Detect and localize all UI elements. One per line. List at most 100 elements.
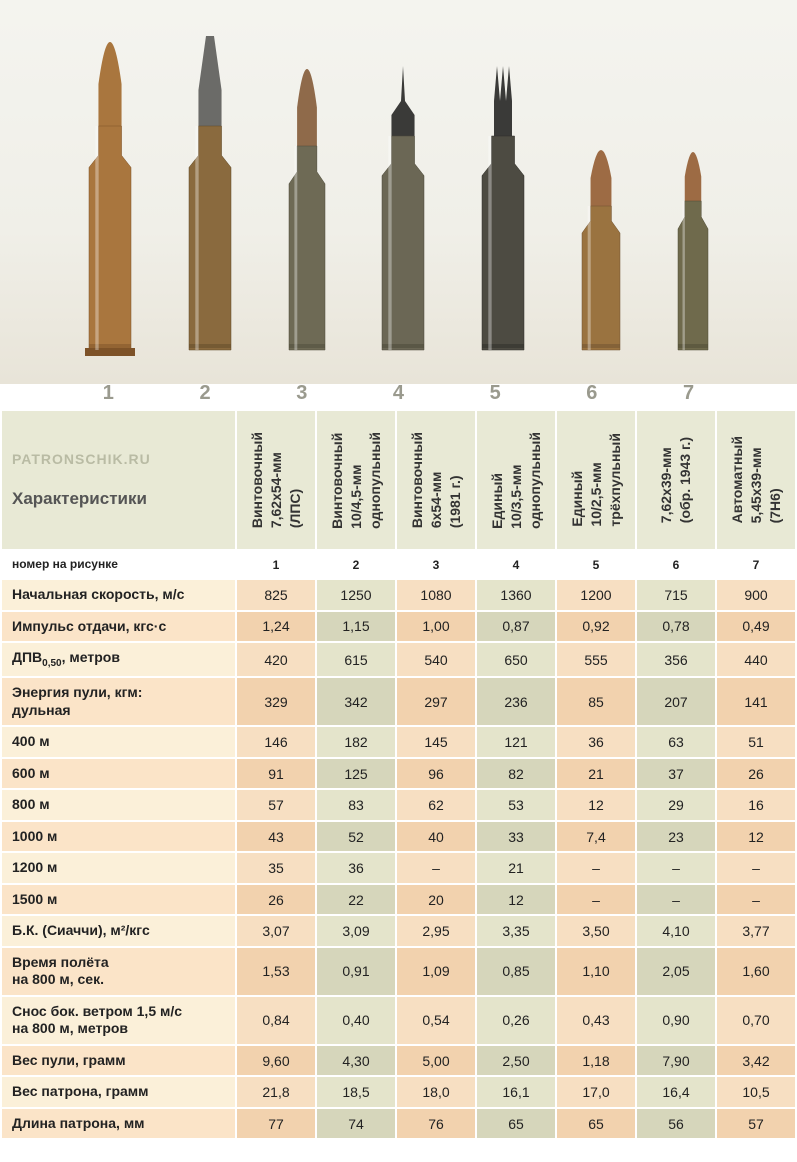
cell-value: 4,30 bbox=[316, 1045, 396, 1077]
cell-value: 63 bbox=[636, 726, 716, 758]
cell-value: 0,49 bbox=[716, 611, 796, 643]
cell-value: 0,70 bbox=[716, 996, 796, 1045]
cell-value: 145 bbox=[396, 726, 476, 758]
cell-value: – bbox=[716, 884, 796, 916]
table-row: Вес пули, грамм9,604,305,002,501,187,903… bbox=[1, 1045, 796, 1077]
column-header: Единый 10/2,5-мм трёхпульный bbox=[556, 410, 636, 550]
cartridge-illustration bbox=[478, 66, 528, 356]
table-row: Вес патрона, грамм21,818,518,016,117,016… bbox=[1, 1076, 796, 1108]
cell-value: 17,0 bbox=[556, 1076, 636, 1108]
cell-value: 62 bbox=[396, 789, 476, 821]
cell-value: 141 bbox=[716, 677, 796, 726]
cell-value: 0,54 bbox=[396, 996, 476, 1045]
column-header-text: Единый 10/2,5-мм трёхпульный bbox=[568, 433, 625, 527]
cell-value: 0,40 bbox=[316, 996, 396, 1045]
row-label: Длина патрона, мм bbox=[1, 1108, 236, 1140]
column-header-text: Винтовочный 10/4,5-мм однопульный bbox=[328, 432, 385, 529]
table-row: Время полётана 800 м, сек.1,530,911,090,… bbox=[1, 947, 796, 996]
column-header-text: 7,62х39-мм (обр. 1943 г.) bbox=[657, 437, 695, 523]
cell-value: 1360 bbox=[476, 579, 556, 611]
column-header: Единый 10/3,5-мм однопульный bbox=[476, 410, 556, 550]
cell-value: 900 bbox=[716, 579, 796, 611]
cell-value: 21,8 bbox=[236, 1076, 316, 1108]
cell-value: 33 bbox=[476, 821, 556, 853]
cell-value: 342 bbox=[316, 677, 396, 726]
table-row: ДПВ0,50, метров420615540650555356440 bbox=[1, 642, 796, 677]
cell-value: 2,05 bbox=[636, 947, 716, 996]
cell-value: 22 bbox=[316, 884, 396, 916]
table-row: 1000 м435240337,42312 bbox=[1, 821, 796, 853]
cell-value: 146 bbox=[236, 726, 316, 758]
cell-value: 1,24 bbox=[236, 611, 316, 643]
cell-value: – bbox=[636, 852, 716, 884]
cell-value: 43 bbox=[236, 821, 316, 853]
cell-value: 236 bbox=[476, 677, 556, 726]
cell-value: 1,18 bbox=[556, 1045, 636, 1077]
cell-value: – bbox=[556, 852, 636, 884]
cell-value: 650 bbox=[476, 642, 556, 677]
cell-value: 83 bbox=[316, 789, 396, 821]
cell-value: 77 bbox=[236, 1108, 316, 1140]
subheader-label: номер на рисунке bbox=[1, 550, 236, 579]
row-label: Энергия пули, кгм:дульная bbox=[1, 677, 236, 726]
cell-value: 12 bbox=[716, 821, 796, 853]
table-row: 600 м911259682213726 bbox=[1, 758, 796, 790]
cell-value: 555 bbox=[556, 642, 636, 677]
column-header: 7,62х39-мм (обр. 1943 г.) bbox=[636, 410, 716, 550]
cell-value: 51 bbox=[716, 726, 796, 758]
cell-value: 12 bbox=[476, 884, 556, 916]
row-label: Время полётана 800 м, сек. bbox=[1, 947, 236, 996]
cartridge-illustration bbox=[85, 6, 135, 356]
table-row: 1200 м3536–21––– bbox=[1, 852, 796, 884]
cell-value: 540 bbox=[396, 642, 476, 677]
cell-value: 3,35 bbox=[476, 915, 556, 947]
cell-value: 29 bbox=[636, 789, 716, 821]
cell-value: 65 bbox=[476, 1108, 556, 1140]
cartridge-illustration bbox=[378, 66, 428, 356]
row-label: Вес патрона, грамм bbox=[1, 1076, 236, 1108]
cell-value: 0,91 bbox=[316, 947, 396, 996]
cell-value: 21 bbox=[556, 758, 636, 790]
cell-value: 3,77 bbox=[716, 915, 796, 947]
cell-value: 2,50 bbox=[476, 1045, 556, 1077]
column-header-text: Винтовочный 7,62х54-мм (ЛПС) bbox=[248, 432, 305, 528]
table-subheader-row: номер на рисунке1234567 bbox=[1, 550, 796, 579]
cell-value: 91 bbox=[236, 758, 316, 790]
cell-value: 825 bbox=[236, 579, 316, 611]
cartridge-number: 6 bbox=[557, 382, 627, 405]
row-label: 1000 м bbox=[1, 821, 236, 853]
subheader-value: 6 bbox=[636, 550, 716, 579]
cell-value: 74 bbox=[316, 1108, 396, 1140]
subheader-value: 7 bbox=[716, 550, 796, 579]
header-cell: PATRONSCHIK.RU Характеристики bbox=[1, 410, 236, 550]
cell-value: 0,78 bbox=[636, 611, 716, 643]
cartridge-number: 1 bbox=[73, 382, 143, 405]
table-row: Снос бок. ветром 1,5 м/сна 800 м, метров… bbox=[1, 996, 796, 1045]
cell-value: 18,0 bbox=[396, 1076, 476, 1108]
cell-value: 85 bbox=[556, 677, 636, 726]
cell-value: 9,60 bbox=[236, 1045, 316, 1077]
cell-value: 1,15 bbox=[316, 611, 396, 643]
cell-value: 35 bbox=[236, 852, 316, 884]
cell-value: 0,85 bbox=[476, 947, 556, 996]
cell-value: 26 bbox=[716, 758, 796, 790]
table-row: Импульс отдачи, кгс·с1,241,151,000,870,9… bbox=[1, 611, 796, 643]
table-row: Б.К. (Сиаччи), м²/кгс3,073,092,953,353,5… bbox=[1, 915, 796, 947]
cell-value: 1,53 bbox=[236, 947, 316, 996]
cell-value: 356 bbox=[636, 642, 716, 677]
cell-value: 26 bbox=[236, 884, 316, 916]
cell-value: 207 bbox=[636, 677, 716, 726]
cell-value: 715 bbox=[636, 579, 716, 611]
subheader-value: 1 bbox=[236, 550, 316, 579]
cartridge-number-row: 1234567 bbox=[0, 382, 797, 405]
column-header-text: Винтовочный 6х54-мм (1981 г.) bbox=[408, 432, 465, 528]
cell-value: 1080 bbox=[396, 579, 476, 611]
cell-value: 57 bbox=[716, 1108, 796, 1140]
cell-value: 18,5 bbox=[316, 1076, 396, 1108]
cell-value: 36 bbox=[556, 726, 636, 758]
cell-value: 20 bbox=[396, 884, 476, 916]
cell-value: 3,50 bbox=[556, 915, 636, 947]
cell-value: 82 bbox=[476, 758, 556, 790]
cell-value: 329 bbox=[236, 677, 316, 726]
cell-value: 16,1 bbox=[476, 1076, 556, 1108]
